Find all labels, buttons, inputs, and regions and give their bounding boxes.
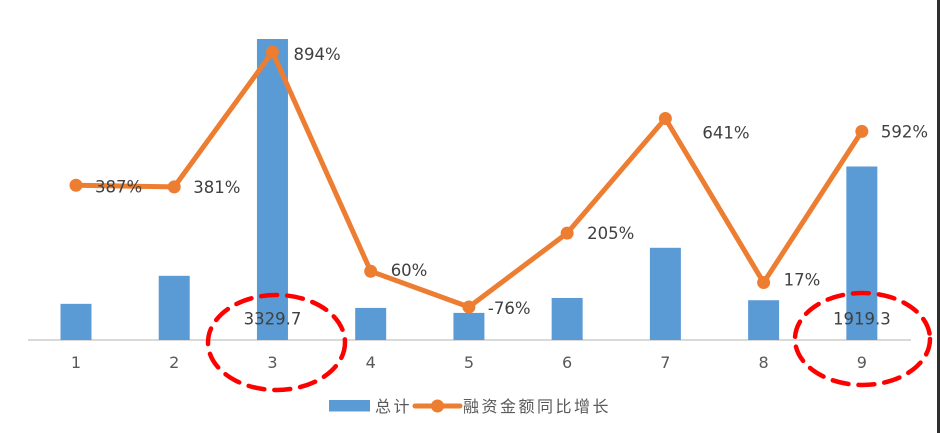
line-marker-7 [658, 112, 672, 126]
line-data-label-5: -76% [488, 299, 531, 318]
line-data-label-8: 17% [784, 271, 821, 290]
x-tick-label-7: 7 [660, 353, 670, 372]
x-tick-label-2: 2 [169, 353, 179, 372]
line-marker-8 [757, 276, 771, 290]
x-tick-label-9: 9 [857, 353, 867, 372]
x-tick-label-8: 8 [759, 353, 769, 372]
line-data-label-7: 641% [702, 124, 749, 143]
highlight-ellipse-cat9 [792, 290, 933, 388]
line-marker-2 [167, 180, 181, 194]
bar-data-label-9: 1919.3 [833, 310, 891, 329]
line-data-label-9: 592% [881, 122, 928, 141]
line-data-label-2: 381% [193, 178, 240, 197]
line-marker-6 [560, 226, 574, 240]
bar-data-label-3: 3329.7 [244, 310, 302, 329]
window-right-border [937, 0, 940, 433]
x-tick-label-1: 1 [71, 353, 81, 372]
bar-total-4 [355, 307, 387, 340]
bar-total-8 [748, 300, 780, 340]
legend-label-growth: 融资金额同比增长 [463, 397, 611, 416]
bar-total-3 [256, 39, 288, 340]
line-data-label-1: 387% [95, 177, 142, 196]
x-tick-label-3: 3 [267, 353, 277, 372]
line-marker-9 [855, 124, 869, 138]
x-tick-label-4: 4 [366, 353, 376, 372]
highlight-ellipse-cat3 [205, 292, 348, 393]
line-marker-4 [364, 264, 378, 278]
bar-total-5 [453, 312, 485, 340]
line-marker-3 [265, 45, 279, 59]
x-tick-label-6: 6 [562, 353, 572, 372]
bar-total-6 [551, 297, 583, 340]
bar-total-7 [649, 247, 681, 340]
line-data-label-6: 205% [587, 224, 634, 243]
bar-total-9 [846, 166, 878, 340]
line-marker-1 [69, 178, 83, 192]
legend-line-marker [431, 399, 444, 413]
line-marker-5 [462, 300, 476, 314]
x-tick-label-5: 5 [464, 353, 474, 372]
legend-label-total: 总计 [375, 397, 412, 416]
bar-total-1 [60, 303, 92, 340]
bar-total-2 [158, 275, 190, 340]
line-data-label-4: 60% [391, 261, 428, 280]
line-data-label-3: 894% [293, 45, 340, 64]
legend-swatch-total [329, 400, 370, 412]
